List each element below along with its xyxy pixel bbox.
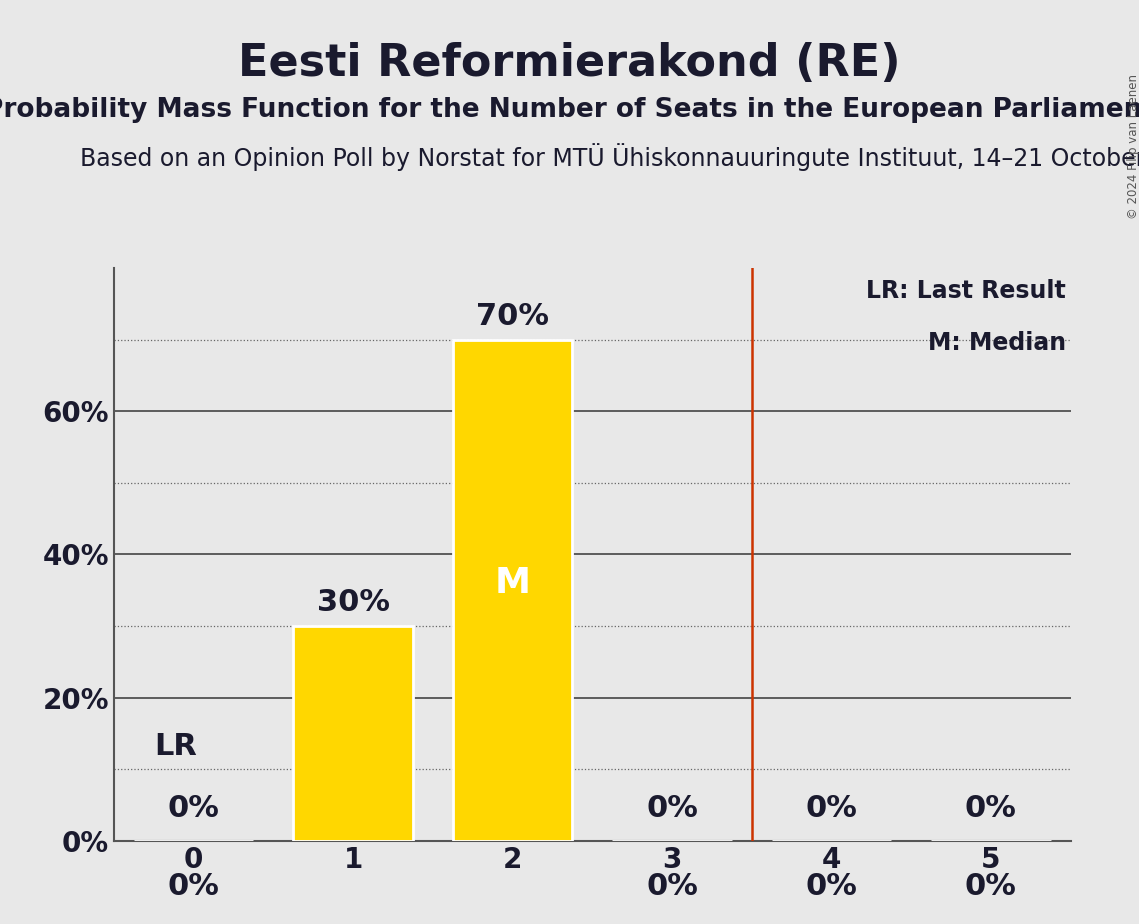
Text: M: Median: M: Median [928,331,1066,355]
Text: 0%: 0% [805,794,858,823]
Bar [452,340,572,841]
Text: Based on an Opinion Poll by Norstat for MTÜ Ühiskonnauuringute Instituut, 14–21 : Based on an Opinion Poll by Norstat for … [80,143,1139,171]
Text: Eesti Reformierakond (RE): Eesti Reformierakond (RE) [238,42,901,85]
Text: 0%: 0% [965,794,1017,823]
Text: © 2024 Filip van Laenen: © 2024 Filip van Laenen [1126,74,1139,219]
Text: 0%: 0% [965,872,1017,901]
Text: M: M [494,566,531,600]
Text: LR: Last Result: LR: Last Result [866,279,1066,303]
Text: 30%: 30% [317,589,390,617]
Text: 0%: 0% [167,794,220,823]
Text: 0%: 0% [167,872,220,901]
Bar [294,626,412,841]
Text: LR: LR [154,732,197,760]
Text: 0%: 0% [646,872,698,901]
Text: 0%: 0% [646,794,698,823]
Text: 70%: 70% [476,302,549,331]
Text: Probability Mass Function for the Number of Seats in the European Parliament: Probability Mass Function for the Number… [0,97,1139,123]
Text: 0%: 0% [805,872,858,901]
